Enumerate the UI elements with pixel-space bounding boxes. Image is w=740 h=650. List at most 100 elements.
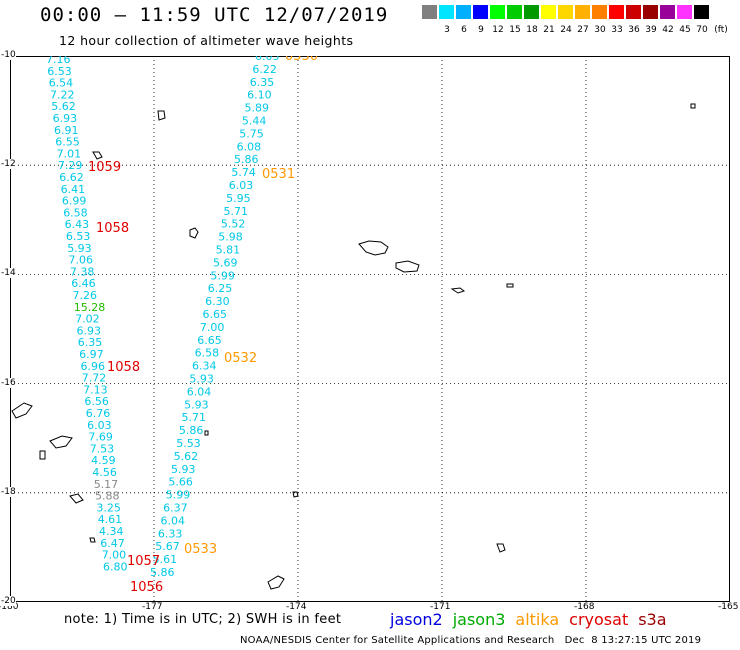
wave-height-label: 6.46	[71, 277, 96, 290]
credit-line: NOAA/NESDIS Center for Satellite Applica…	[240, 635, 702, 646]
island-rotuma	[92, 151, 103, 160]
satellite-legend: jason2 jason3 altika cryosat s3a	[390, 610, 677, 629]
legend-swatch	[626, 5, 642, 19]
wave-height-label: 7.22	[50, 88, 75, 101]
island-fiji-5	[39, 450, 46, 460]
track-jason-west: 7.166.536.547.225.626.936.916.557.017.29…	[46, 56, 128, 573]
legend-swatch	[694, 5, 710, 19]
legend-label: 12	[492, 25, 504, 35]
wave-height-label: 5.53	[176, 437, 201, 450]
legend-label: 36	[628, 25, 640, 35]
wave-height-label: 5.86	[150, 566, 175, 579]
legend-label: 9	[478, 25, 484, 35]
legend-label: 21	[543, 25, 555, 35]
wave-height-label: 6.47	[100, 537, 125, 550]
wave-height-label: 6.05	[255, 56, 280, 63]
map-title: 00:00 – 11:59 UTC 12/07/2019	[40, 4, 389, 26]
wave-height-label: 6.37	[163, 502, 188, 515]
pass-time-label: 1057	[127, 554, 160, 569]
island-fiji-1	[11, 402, 33, 419]
wave-height-label: 4.59	[91, 454, 116, 467]
lat-tick-label: -10	[1, 50, 16, 60]
wave-height-label: 5.86	[179, 424, 204, 437]
wave-height-label: 6.54	[49, 77, 73, 90]
track-jason-east: 6.056.226.356.105.895.445.756.085.865.74…	[150, 56, 280, 579]
legend-label: 42	[662, 25, 674, 35]
wave-height-label: 5.71	[224, 205, 249, 218]
wave-height-label: 6.58	[63, 206, 87, 219]
wave-height-label: 6.93	[53, 112, 78, 125]
legend-swatch	[422, 5, 438, 19]
legend-swatch	[439, 5, 455, 19]
wave-height-label: 5.89	[245, 102, 270, 115]
wave-height-label: 6.04	[161, 514, 186, 527]
map-subtitle: 12 hour collection of altimeter wave hei…	[59, 33, 354, 48]
wave-height-label: 5.98	[218, 231, 243, 244]
island-east	[496, 543, 506, 553]
wave-height-label: 6.55	[55, 136, 80, 149]
wave-height-label: 7.53	[90, 442, 115, 455]
wave-height-label: 7.26	[73, 289, 98, 302]
pass-time-label: 1058	[96, 221, 129, 236]
satellite-name: jason3	[452, 610, 506, 629]
legend-label: 33	[611, 25, 623, 35]
island-fiji-3	[69, 493, 84, 504]
pass-time-label: 1056	[130, 580, 163, 595]
lon-tick-label: -180	[0, 602, 19, 612]
satellite-name: altika	[515, 610, 560, 629]
wave-height-label: 5.88	[95, 490, 120, 503]
map-grid	[10, 56, 730, 602]
wave-height-label: 6.53	[47, 65, 72, 78]
wave-height-label: 6.43	[65, 218, 90, 231]
legend-label: 3	[444, 25, 450, 35]
wave-height-label: 6.56	[84, 395, 109, 408]
wave-height-label: 5.86	[234, 153, 259, 166]
wave-height-label: 5.52	[221, 218, 246, 231]
satellite-name: cryosat	[569, 610, 629, 629]
legend-swatch	[473, 5, 489, 19]
wave-height-label: 6.41	[61, 183, 86, 196]
legend-swatch	[592, 5, 608, 19]
wave-height-label: 4.61	[98, 513, 123, 526]
wave-height-label: 5.62	[174, 450, 199, 463]
wave-height-label: 6.33	[158, 527, 183, 540]
satellite-name: jason2	[390, 610, 443, 629]
altimeter-map: 7.166.536.547.225.626.936.916.557.017.29…	[10, 56, 730, 602]
pass-time-label: 0532	[224, 351, 257, 366]
legend-swatch	[524, 5, 540, 19]
island-tokelau	[690, 103, 696, 109]
wave-height-label: 7.72	[82, 372, 107, 385]
wave-height-label: 5.67	[155, 540, 180, 553]
wave-height-label: 6.34	[192, 360, 217, 373]
coastlines	[11, 103, 696, 590]
island-futuna	[157, 110, 166, 121]
wave-height-label: 7.69	[88, 431, 113, 444]
satellite-name: s3a	[638, 610, 667, 629]
island-tonga-south	[267, 575, 285, 590]
legend-label: 6	[461, 25, 467, 35]
wave-height-label: 6.08	[237, 140, 262, 153]
legend-swatch	[558, 5, 574, 19]
map-frame	[10, 56, 730, 602]
wave-height-label: 6.76	[86, 407, 111, 420]
wave-height-label: 5.75	[239, 127, 263, 140]
wave-height-label: 6.65	[203, 308, 228, 321]
island-wallis	[189, 227, 199, 239]
wave-height-label: 7.13	[83, 383, 108, 396]
legend-label: 27	[577, 25, 589, 35]
wave-height-label: 6.91	[54, 124, 79, 137]
wave-height-label: 6.62	[59, 171, 84, 184]
wave-height-label: 5.44	[242, 115, 267, 128]
footnote: note: 1) Time is in UTC; 2) SWH is in fe…	[64, 612, 342, 627]
legend-swatch	[507, 5, 523, 19]
island-tonga-north	[204, 430, 209, 436]
island-fiji-4	[89, 537, 96, 543]
wave-height-label: 4.56	[92, 466, 117, 479]
legend-label: 15	[509, 25, 521, 35]
wave-height-label: 6.25	[208, 282, 233, 295]
wave-height-label: 7.01	[57, 147, 82, 160]
wave-height-label: 4.34	[99, 525, 124, 538]
lon-tick-label: -174	[286, 602, 307, 612]
wave-height-label: 5.69	[213, 256, 238, 269]
wave-height-label: 5.61	[153, 553, 178, 566]
